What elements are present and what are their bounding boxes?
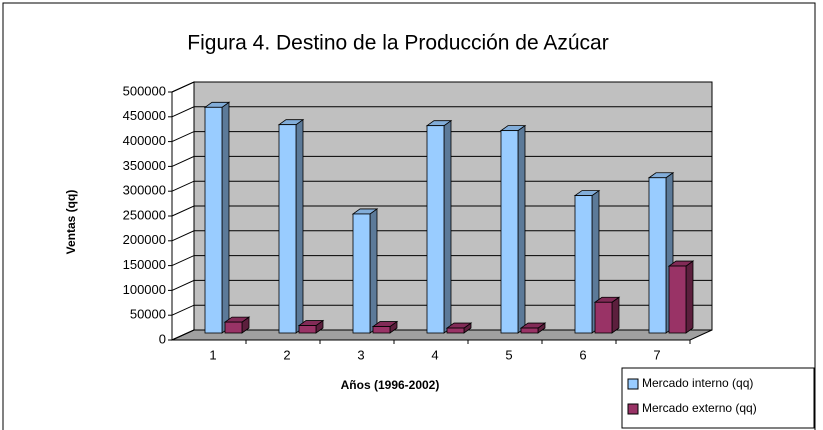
bar — [668, 265, 687, 334]
grid-line — [171, 155, 712, 167]
grid-line — [171, 106, 712, 118]
y-tick-label: 400000 — [123, 133, 166, 148]
grid-line — [171, 81, 712, 93]
bar — [224, 321, 243, 334]
bar — [372, 326, 391, 334]
grid-line — [171, 279, 712, 291]
grid-line — [171, 205, 712, 217]
grid-line — [171, 255, 712, 267]
y-tick-label: 300000 — [123, 183, 166, 198]
y-axis-label: Ventas (qq) — [64, 190, 78, 255]
grid-line — [171, 304, 712, 316]
bar — [426, 125, 445, 334]
grid-line — [171, 230, 712, 242]
bar — [520, 327, 539, 334]
y-tick-label: 200000 — [123, 232, 166, 247]
bar — [352, 213, 371, 334]
bar-side — [611, 296, 620, 334]
y-tick-label: 150000 — [123, 257, 166, 272]
x-tick-label: 1 — [209, 347, 216, 362]
legend-swatch — [627, 403, 639, 415]
legend-label: Mercado interno (qq) — [642, 376, 753, 390]
bar — [278, 124, 297, 334]
bar-side — [295, 118, 304, 334]
x-tick-label: 4 — [431, 347, 438, 362]
x-tick-label: 2 — [283, 347, 290, 362]
x-tick-label: 3 — [357, 347, 364, 362]
legend-box — [621, 367, 815, 429]
x-tick-label: 6 — [579, 347, 586, 362]
y-tick-label: 500000 — [123, 83, 166, 98]
legend-swatch — [627, 378, 639, 390]
y-tick-label: 250000 — [123, 207, 166, 222]
y-tick-label: 350000 — [123, 158, 166, 173]
bar — [594, 301, 613, 334]
bar-side — [685, 260, 694, 334]
bar — [446, 327, 465, 334]
x-tick-label: 7 — [653, 347, 660, 362]
chart-title: Figura 4. Destino de la Producción de Az… — [187, 32, 608, 55]
x-axis-label: Años (1996-2002) — [341, 378, 440, 392]
y-tick-label: 450000 — [123, 108, 166, 123]
bar-side — [517, 124, 526, 334]
x-tick-label: 5 — [505, 347, 512, 362]
bar-side — [369, 208, 378, 334]
bar — [204, 106, 223, 334]
bar — [648, 177, 667, 334]
grid-line — [171, 180, 712, 192]
y-tick-label: 50000 — [130, 307, 166, 322]
legend-label: Mercado externo (qq) — [642, 401, 757, 415]
bar-side — [443, 119, 452, 334]
bar — [574, 195, 593, 334]
bar — [298, 325, 317, 334]
y-tick-label: 0 — [159, 331, 166, 346]
grid-line — [171, 131, 712, 143]
y-tick-label: 100000 — [123, 282, 166, 297]
bar-side — [221, 101, 230, 334]
bar — [500, 130, 519, 334]
